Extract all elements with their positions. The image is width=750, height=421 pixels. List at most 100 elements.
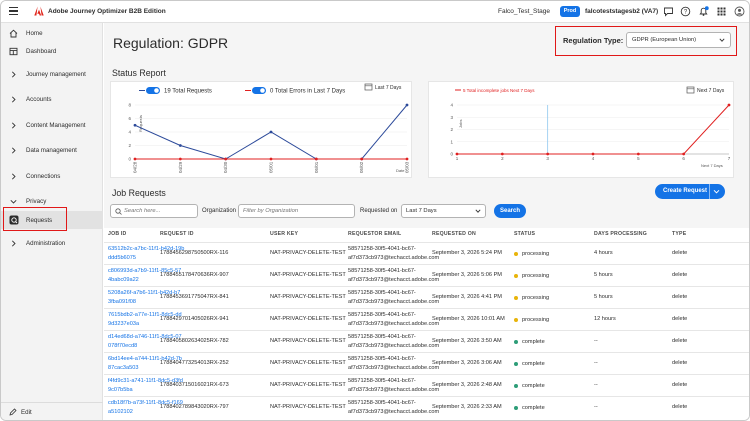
sandbox-switcher[interactable]: falcoteststagesb2 (VA7) (585, 8, 659, 15)
requestor-email: 58571258-30f5-4041-bc67- (348, 268, 416, 274)
table-row[interactable]: 63512b2c-a7bc-11f1-b42d-19b ddd5b6075 1788… (104, 242, 749, 264)
user-avatar-icon[interactable] (734, 6, 745, 17)
svg-text:?: ? (684, 10, 688, 16)
requests-icon (9, 215, 19, 225)
job-id-link[interactable]: f4fd9c31-a741-11f1-8dc5-d3fd (108, 378, 183, 384)
status-cell: processing (514, 250, 549, 259)
status-dot-icon (514, 273, 518, 278)
requestor-email: af7d373cb973@techacct.adobe.com (348, 321, 440, 327)
column-header[interactable]: STATUS (514, 231, 536, 237)
table-row[interactable]: cdb18f7b-a73f-11f1-8dc5-f169 a5102102 1788… (104, 396, 749, 418)
data-point[interactable] (591, 152, 595, 156)
sidebar-item-accounts[interactable]: Accounts (1, 91, 103, 107)
job-id-link[interactable]: 9d3237e03a (108, 321, 140, 327)
table-row[interactable]: 6bd14ee4-a744-11f1-b42d-7b 87cac3a503 1788… (104, 352, 749, 374)
job-id-link[interactable]: 078f70ecd8 (108, 343, 138, 349)
job-id-link[interactable]: 9c07b5ba (108, 387, 133, 393)
column-header[interactable]: JOB ID (108, 231, 127, 237)
organization-filter-input[interactable] (243, 206, 351, 216)
data-point[interactable] (405, 157, 409, 161)
data-point[interactable] (133, 157, 137, 161)
job-id-link[interactable]: c806993d-a7b9-11f1-85c5-57 (108, 268, 182, 274)
data-point[interactable] (546, 152, 550, 156)
sidebar-item-requests[interactable]: Requests (1, 211, 103, 229)
feedback-icon[interactable] (663, 6, 674, 17)
data-point[interactable] (500, 152, 504, 156)
job-id-link[interactable]: 7615bdb2-a77e-11f1-8dc5-dd (108, 312, 182, 318)
table-row[interactable]: f4fd9c31-a741-11f1-8dc5-d3fd 9c07b5ba 1788… (104, 374, 749, 396)
sidebar: Home Dashboard Journey management Accoun… (1, 23, 103, 420)
column-header[interactable]: REQUESTED ON (432, 231, 476, 237)
column-header[interactable]: TYPE (672, 231, 687, 237)
job-id-link[interactable]: 63512b2c-a7bc-11f1-b42d-19b (108, 246, 185, 252)
organization-filter[interactable] (238, 204, 355, 218)
job-id-link[interactable]: cdb18f7b-a73f-11f1-8dc5-f169 (108, 400, 183, 406)
job-id-link[interactable]: ddd5b6075 (108, 255, 136, 261)
sidebar-item-privacy[interactable]: Privacy (1, 193, 103, 209)
job-id-link[interactable]: 5208a26f-a7b6-11f1-b42d-b7 (108, 290, 181, 296)
data-point[interactable] (360, 157, 364, 161)
request-id: 1788455178470636RX-907 (160, 272, 229, 278)
edit-sidebar-button[interactable]: Edit (9, 408, 32, 416)
search-box[interactable] (110, 204, 198, 218)
app-title: Adobe Journey Optimizer B2B Edition (48, 8, 166, 15)
job-id-link[interactable]: d14ed68d-a746-11f1-8dc5-07 (108, 334, 182, 340)
data-point[interactable] (224, 157, 228, 161)
sidebar-item-journey-management[interactable]: Journey management (1, 66, 103, 82)
status-dot-icon (514, 361, 518, 366)
data-point[interactable] (405, 103, 409, 107)
job-id-link[interactable]: 4babc09a22 (108, 277, 139, 283)
sidebar-item-label: Administration (26, 239, 66, 247)
menu-icon[interactable] (9, 7, 18, 16)
table-row[interactable]: 5208a26f-a7b6-11f1-b42d-b7 3fba091f08 1788… (104, 286, 749, 308)
org-name[interactable]: Falco_Test_Stage (498, 8, 551, 15)
create-request-button[interactable]: Create Request (655, 184, 725, 199)
column-header[interactable]: REQUEST ID (160, 231, 194, 237)
sidebar-item-connections[interactable]: Connections (1, 168, 103, 184)
sidebar-item-label: Accounts (26, 95, 52, 103)
job-id-link[interactable]: a5102102 (108, 409, 133, 415)
sidebar-item-administration[interactable]: Administration (1, 235, 103, 251)
y-tick-label: 1 (450, 139, 453, 144)
data-point[interactable] (178, 144, 182, 147)
sidebar-item-home[interactable]: Home (1, 25, 103, 41)
data-point[interactable] (178, 157, 182, 161)
x-tick-label: 05/01 (269, 161, 274, 173)
requested-on: September 3, 2026 2:33 AM (432, 404, 502, 410)
data-point[interactable] (269, 157, 273, 161)
page-title: Regulation: GDPR (113, 35, 229, 51)
job-id-link[interactable]: 3fba091f08 (108, 299, 136, 305)
data-point[interactable] (269, 130, 273, 134)
table-row[interactable]: d14ed68d-a746-11f1-8dc5-07 078f70ecd8 1788… (104, 330, 749, 352)
help-icon[interactable]: ? (680, 6, 691, 17)
column-header[interactable]: USER KEY (270, 231, 299, 237)
chevron-down-icon[interactable] (713, 188, 720, 195)
toggle-total-errors[interactable] (245, 87, 266, 94)
sidebar-item-data-management[interactable]: Data management (1, 142, 103, 158)
apps-grid-icon[interactable] (716, 6, 727, 17)
search-button[interactable]: Search (494, 204, 526, 218)
search-input[interactable] (124, 206, 196, 216)
table-row[interactable]: c806993d-a7b9-11f1-85c5-57 4babc09a22 1788… (104, 264, 749, 286)
table-row[interactable]: 7615bdb2-a77e-11f1-8dc5-dd 9d3237e03a 1788… (104, 308, 749, 330)
regulation-type-select[interactable]: GDPR (European Union) (626, 32, 731, 48)
data-point[interactable] (133, 123, 137, 127)
data-point[interactable] (682, 152, 686, 156)
user-key: NAT-PRIVACY-DELETE-TEST (270, 404, 346, 410)
column-header[interactable]: REQUESTOR EMAIL (348, 231, 402, 237)
notifications-bell-icon[interactable] (698, 6, 709, 17)
data-point[interactable] (455, 152, 459, 156)
requested-on: September 3, 2026 4:41 PM (432, 294, 502, 300)
data-point[interactable] (636, 152, 640, 156)
job-id-link[interactable]: 87cac3a503 (108, 365, 139, 371)
data-point[interactable] (314, 157, 318, 161)
data-point[interactable] (727, 103, 731, 107)
job-id-link[interactable]: 6bd14ee4-a744-11f1-b42d-7b (108, 356, 182, 362)
sidebar-item-label: Home (26, 29, 43, 37)
requested-on-select[interactable]: Last 7 Days (401, 204, 486, 218)
user-key: NAT-PRIVACY-DELETE-TEST (270, 338, 346, 344)
toggle-total-requests[interactable] (139, 87, 160, 94)
sidebar-item-content-management[interactable]: Content Management (1, 117, 103, 133)
column-header[interactable]: DAYS PROCESSING (594, 231, 647, 237)
sidebar-item-dashboard[interactable]: Dashboard (1, 43, 103, 59)
